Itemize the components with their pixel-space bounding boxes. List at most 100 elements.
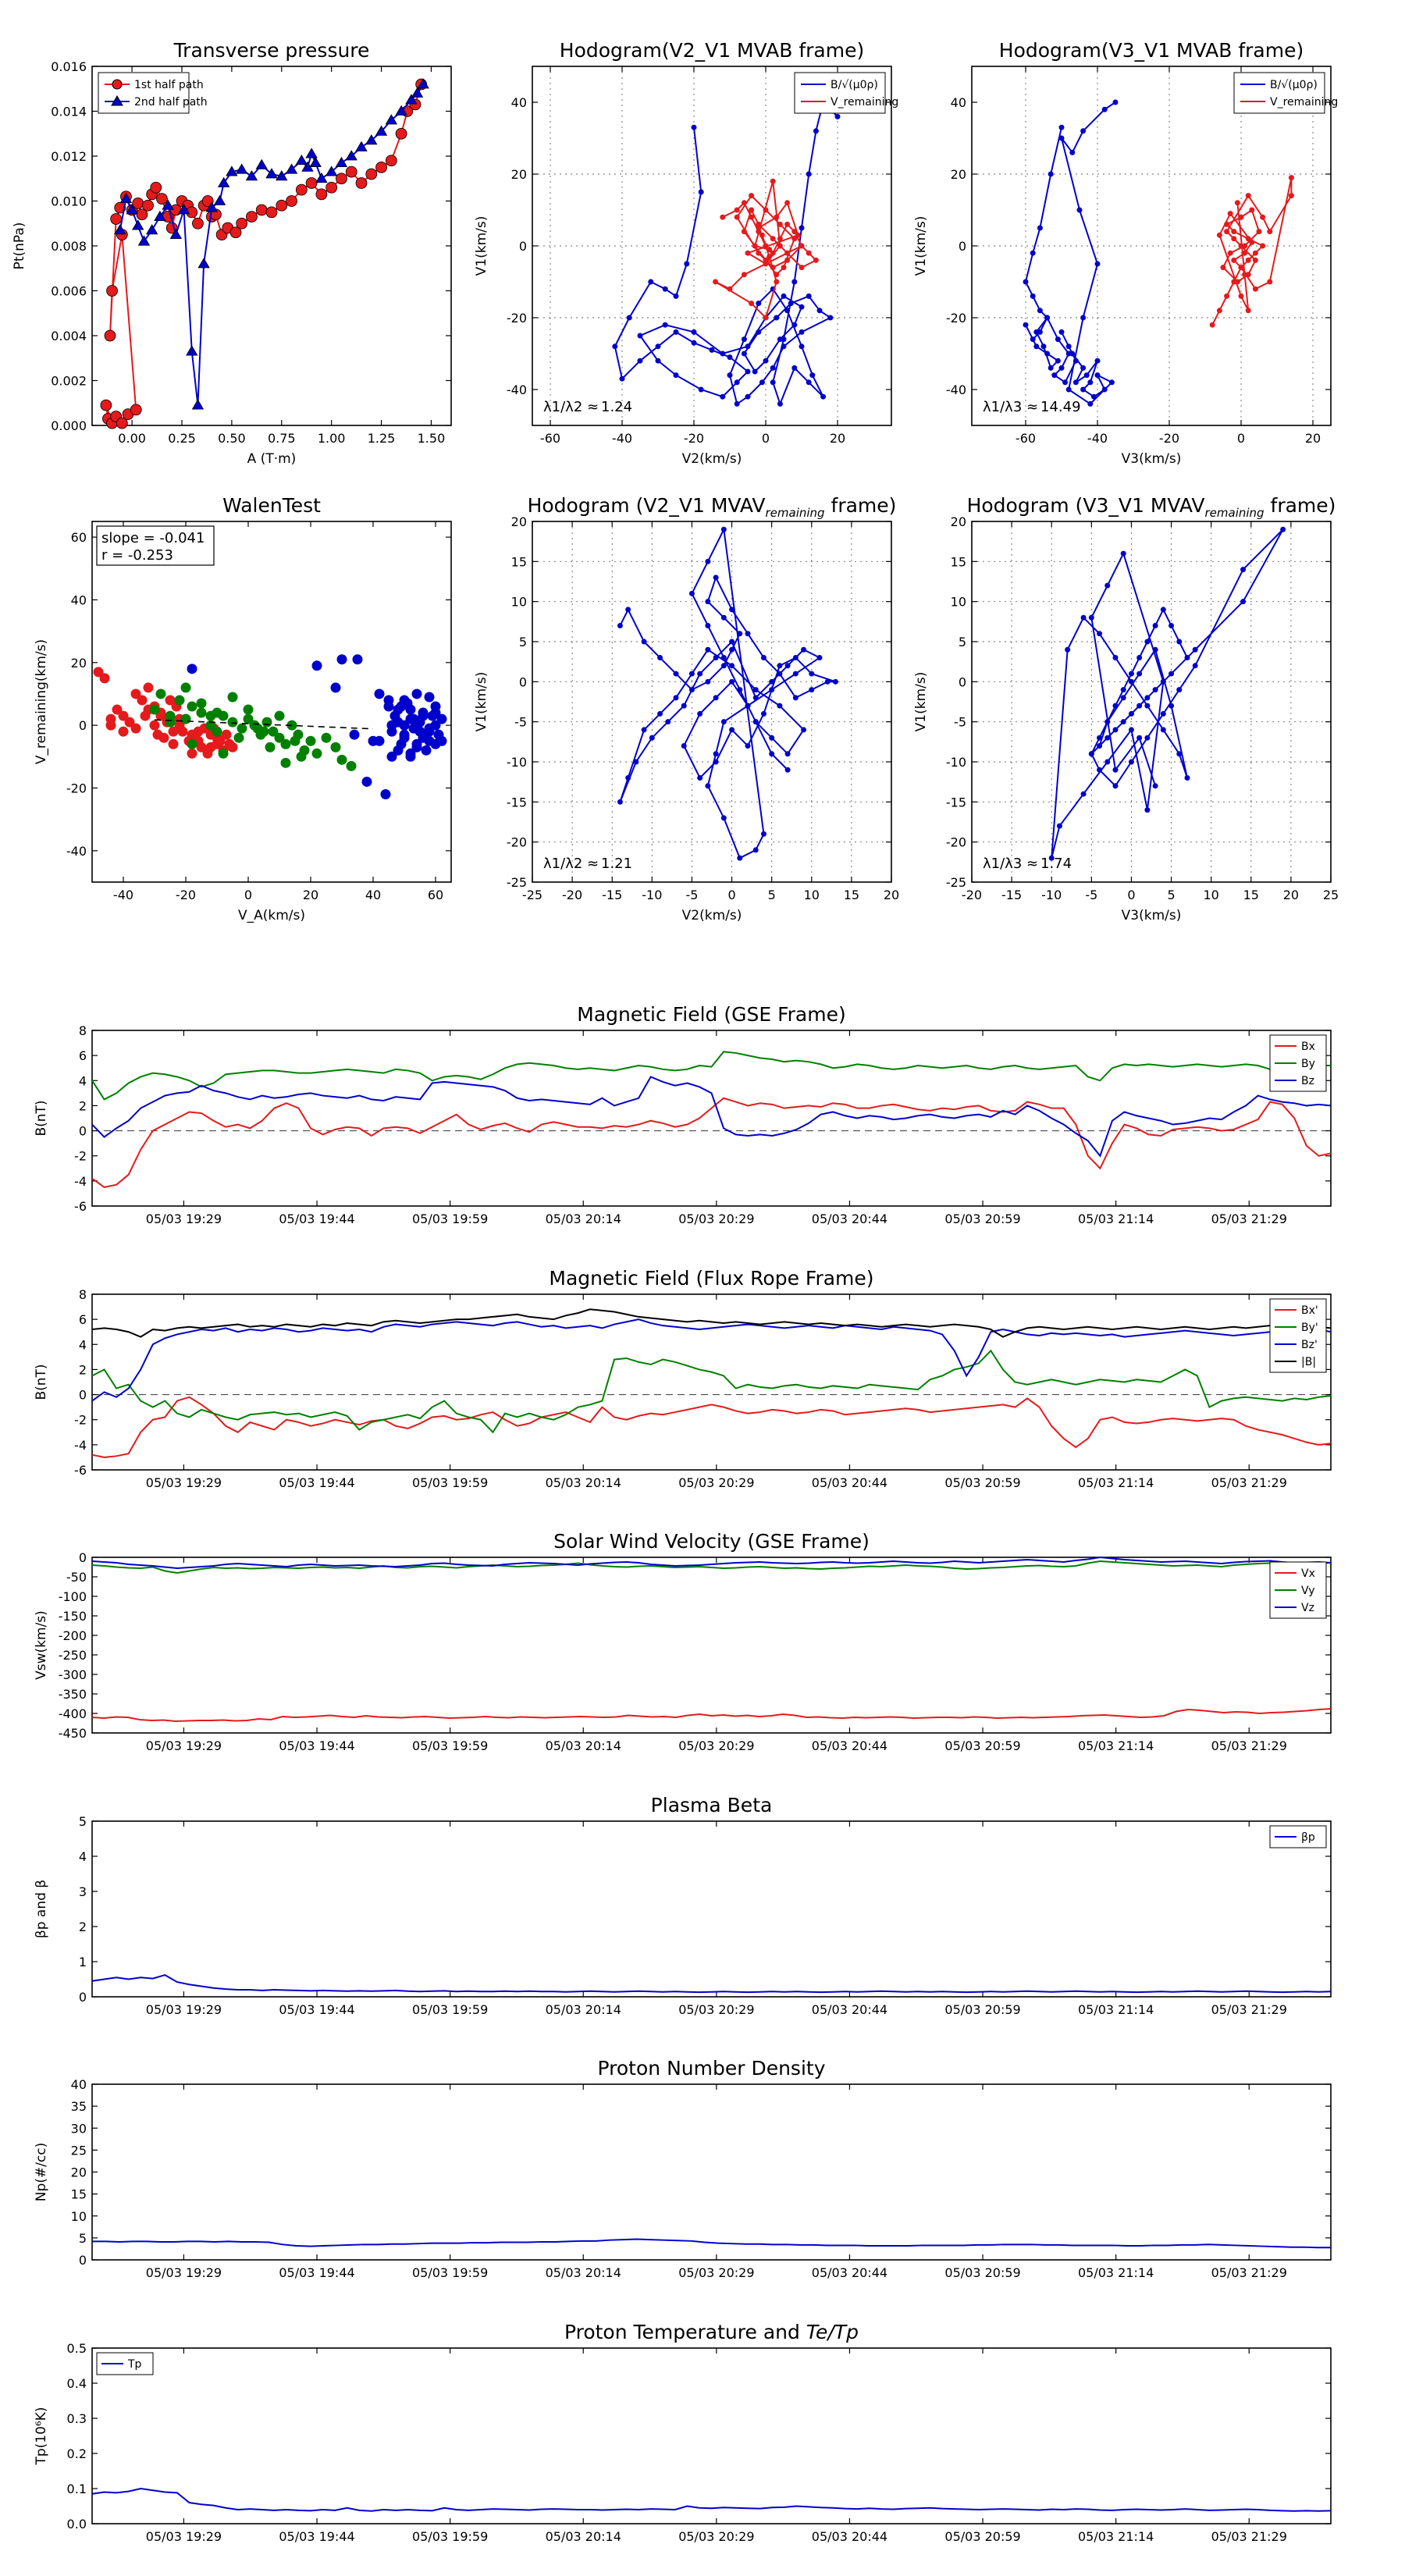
y-tick-label: 0.014 [51,105,87,119]
data-point [1104,582,1111,589]
data-point [799,329,805,335]
x-tick-label: -10 [1041,888,1062,902]
data-point [1090,393,1097,400]
y-tick-label: -4 [74,1438,87,1453]
data-point [774,315,780,321]
data-point [784,663,791,669]
data-point [355,141,368,151]
data-point [236,217,248,229]
y-tick-label: 6 [79,1312,87,1327]
data-point [1245,257,1251,263]
data-point [1048,171,1054,177]
data-point [1055,358,1061,364]
data-point [763,315,769,321]
data-point [781,336,787,343]
data-point [713,575,719,581]
y-tick-label: 20 [951,514,966,529]
data-point [657,710,663,717]
data-point [784,200,791,206]
series-line [91,2487,1332,2512]
data-point [760,710,767,717]
data-point [255,204,268,216]
data-point [662,322,668,328]
x-axis-label: A (T·m) [247,451,297,467]
data-point [165,695,176,706]
chart-title: Magnetic Field (Flux Rope Frame) [549,1267,873,1290]
data-point [745,343,751,350]
data-point [1112,655,1119,661]
data-point [1033,343,1040,350]
y-tick-label: -10 [507,755,527,770]
data-point [729,663,735,669]
data-point [336,654,347,665]
series-line [91,1318,1332,1402]
data-point [788,301,794,307]
y-tick-label: -10 [946,755,966,770]
data-point [265,168,278,179]
data-point [430,738,441,749]
data-point [777,671,783,677]
x-tick-label: 0.00 [118,431,146,446]
legend-label: Vz [1301,1602,1314,1614]
data-point [305,735,316,746]
data-point [345,150,357,161]
data-point [286,195,297,207]
data-point [697,671,703,677]
chart-title-text: Hodogram (V3_V1 MVAV [967,494,1205,517]
annotation-box [96,525,215,566]
data-point [769,678,775,685]
x-tick-label: 05/03 20:14 [546,1475,621,1490]
series-line [91,1097,1332,1188]
y-axis-label: B(nT) [34,1100,49,1136]
series-line [92,2238,1331,2249]
data-point [118,726,129,737]
data-point [799,265,805,271]
y-tick-label: 0 [959,239,966,254]
data-point [1120,550,1126,557]
x-tick-label: 05/03 19:44 [279,1212,354,1226]
y-tick-label: 40 [951,95,966,110]
data-point [1168,703,1175,709]
data-point [1192,663,1198,669]
data-point [395,127,407,140]
chart-hodogram-v2-v1-mvav: Hodogram (V2_V1 MVAVremaining frame)-25-… [474,494,899,923]
data-point [657,655,663,661]
data-point [770,236,776,242]
data-point [781,265,787,271]
data-point [168,738,179,749]
data-point [124,717,135,728]
x-tick-label: 05/03 19:29 [146,1475,222,1490]
y-tick-label: -5 [954,715,966,730]
data-point [1160,607,1166,613]
data-point [150,181,162,194]
data-point [1168,671,1175,677]
data-point [1209,322,1215,328]
data-point [1260,243,1266,249]
data-point [140,710,151,721]
data-point [196,698,207,709]
data-point [633,759,639,765]
data-point [1097,767,1103,773]
data-point [243,704,254,715]
data-point [681,742,687,749]
x-tick-label: 05/03 21:29 [1211,2265,1287,2280]
data-point [673,293,679,299]
data-point [383,701,394,712]
data-point [1216,232,1222,238]
data-point [1080,791,1087,797]
data-point [1069,350,1076,357]
chart-hodogram-v2-v1-mvab: Hodogram(V2_V1 MVAB frame) -40 -20 0 20 40 -60… [474,39,898,467]
x-axis-label: V3(km/s) [1122,451,1182,467]
data-point [1072,379,1079,386]
data-point [1094,372,1101,379]
plot-frame [91,1820,1332,1998]
x-tick-label: 05/03 21:29 [1211,1738,1287,1753]
data-point [752,243,758,249]
data-point [1094,358,1101,364]
y-tick-label: 15 [511,554,527,569]
data-point [799,243,805,249]
legend-label: V_remaining [831,96,898,109]
x-tick-label: 05/03 19:59 [412,1475,488,1490]
eigen-ratio-value: 14.49 [1040,399,1081,415]
series-line [91,1974,1332,1994]
